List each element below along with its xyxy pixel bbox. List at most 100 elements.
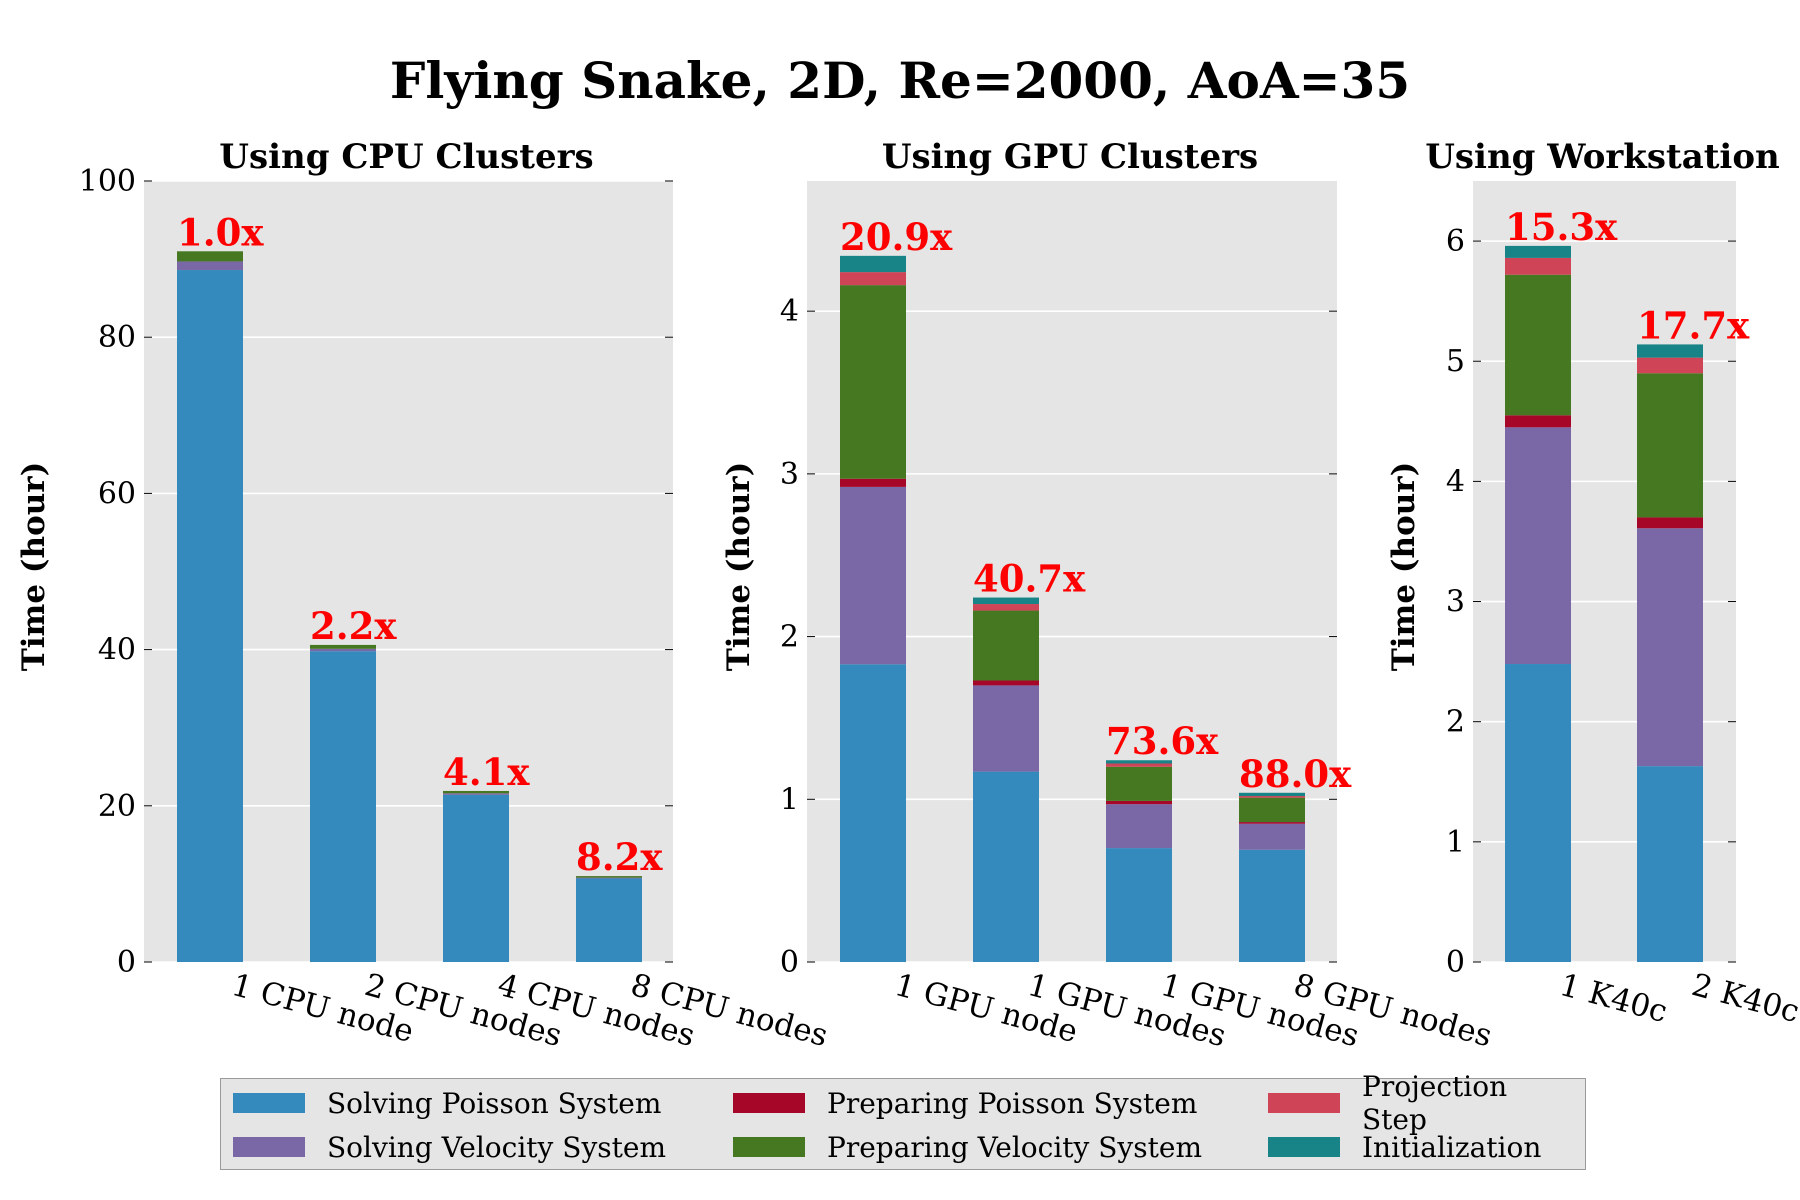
legend-item: Preparing Velocity System xyxy=(733,1125,1268,1169)
bar-segment-solving-poisson-system xyxy=(310,651,376,962)
bar-segment-preparing-velocity-system xyxy=(576,876,642,878)
legend-item: Projection Step xyxy=(1268,1070,1568,1136)
speedup-label: 20.9x xyxy=(840,215,953,259)
speedup-label: 4.1x xyxy=(443,750,530,794)
bar-segment-solving-velocity-system xyxy=(1637,528,1703,767)
bar-segment-projection-step xyxy=(1106,763,1172,767)
bar-segment-initialization xyxy=(973,597,1039,605)
panel-title: Using Workstation xyxy=(1425,137,1780,177)
legend-label: Preparing Poisson System xyxy=(827,1086,1198,1120)
panel-gpu-clusters: 0 1 2 3 4 Using GPU Clusters Time (hour) 20.9x 1… xyxy=(721,137,1496,1054)
y-tick-label: 40 xyxy=(98,633,136,668)
bar-segment-preparing-poisson-system xyxy=(1637,517,1703,529)
bar-segment-preparing-poisson-system xyxy=(973,680,1039,686)
bar-segment-solving-velocity-system xyxy=(576,877,642,879)
bar-segment-initialization xyxy=(1637,344,1703,358)
bar-segment-solving-velocity-system xyxy=(1505,427,1571,665)
bar-segment-solving-velocity-system xyxy=(973,685,1039,772)
y-tick-label: 4 xyxy=(1446,464,1465,499)
bar-segment-solving-poisson-system xyxy=(1106,848,1172,962)
bar-segment-projection-step xyxy=(1239,796,1305,798)
y-tick-label: 5 xyxy=(1446,344,1465,379)
bar-segment-preparing-poisson-system xyxy=(1239,822,1305,824)
y-tick-label: 1 xyxy=(780,782,799,817)
bar-segment-projection-step xyxy=(973,604,1039,611)
bar-segment-solving-velocity-system xyxy=(840,486,906,665)
bar-segment-solving-poisson-system xyxy=(443,794,509,962)
bar-segment-solving-velocity-system xyxy=(443,793,509,795)
y-tick-label: 0 xyxy=(1446,945,1465,980)
bar-segment-preparing-velocity-system xyxy=(1637,373,1703,518)
bar-segment-solving-poisson-system xyxy=(1239,849,1305,962)
bar-segment-projection-step xyxy=(1637,357,1703,374)
speedup-label: 2.2x xyxy=(310,604,397,648)
legend-swatch xyxy=(1268,1137,1340,1157)
bar-segment-preparing-velocity-system xyxy=(177,251,243,262)
legend-label: Solving Poisson System xyxy=(327,1086,662,1120)
panel-title: Using GPU Clusters xyxy=(882,137,1258,177)
bar-segment-projection-step xyxy=(840,272,906,286)
legend-item: Solving Velocity System xyxy=(233,1125,733,1169)
bar-segment-solving-velocity-system xyxy=(1106,804,1172,849)
legend-label: Projection Step xyxy=(1362,1070,1508,1136)
legend: Solving Poisson System Preparing Poisson… xyxy=(220,1070,1586,1170)
y-axis-label: Time (hour) xyxy=(721,462,757,672)
y-tick-label: 3 xyxy=(1446,585,1465,620)
y-tick-label: 2 xyxy=(780,620,799,655)
bar-segment-solving-velocity-system xyxy=(1239,823,1305,850)
bar-segment-solving-poisson-system xyxy=(1505,664,1571,962)
y-tick-label: 80 xyxy=(98,320,136,355)
y-tick-label: 4 xyxy=(780,294,799,329)
bar-segment-solving-velocity-system xyxy=(310,648,376,652)
bar-segment-preparing-velocity-system xyxy=(1239,797,1305,823)
y-tick-label: 6 xyxy=(1446,224,1465,259)
y-tick-label: 3 xyxy=(780,457,799,492)
panel-title: Using CPU Clusters xyxy=(219,137,593,177)
speedup-label: 40.7x xyxy=(973,557,1086,601)
bar-segment-initialization xyxy=(1106,760,1172,764)
speedup-label: 8.2x xyxy=(576,835,663,879)
y-axis-label: Time (hour) xyxy=(1386,462,1422,672)
bar-segment-solving-poisson-system xyxy=(576,878,642,962)
figure-title: Flying Snake, 2D, Re=2000, AoA=35 xyxy=(390,51,1410,110)
y-tick-label: 0 xyxy=(117,945,136,980)
x-tick-label: 1 K40c xyxy=(1556,967,1671,1030)
bar-segment-preparing-velocity-system xyxy=(1505,274,1571,416)
bar-segment-solving-poisson-system xyxy=(973,771,1039,962)
bar-segment-solving-poisson-system xyxy=(840,664,906,962)
bar-segment-preparing-velocity-system xyxy=(310,644,376,649)
y-tick-label: 0 xyxy=(780,945,799,980)
bar-segment-projection-step xyxy=(1505,257,1571,275)
bar-segment-preparing-velocity-system xyxy=(840,285,906,479)
x-tick-label: 2 K40c xyxy=(1688,967,1800,1030)
legend-item: Preparing Poisson System xyxy=(733,1081,1268,1125)
y-axis-label: Time (hour) xyxy=(16,462,52,672)
legend-label: Preparing Velocity System xyxy=(827,1130,1202,1164)
bar-segment-initialization xyxy=(1239,792,1305,797)
y-tick-label: 100 xyxy=(79,164,136,199)
speedup-label: 1.0x xyxy=(177,210,264,254)
legend-item: Solving Poisson System xyxy=(233,1081,733,1125)
bar-segment-preparing-velocity-system xyxy=(973,610,1039,681)
legend-swatch xyxy=(233,1093,305,1113)
legend-swatch xyxy=(733,1137,805,1157)
legend-swatch xyxy=(733,1093,805,1113)
legend-swatch xyxy=(233,1137,305,1157)
speedup-label: 15.3x xyxy=(1505,205,1618,249)
speedup-label: 17.7x xyxy=(1637,303,1750,347)
bar-segment-preparing-poisson-system xyxy=(1106,800,1172,805)
legend-swatch xyxy=(1268,1093,1340,1113)
legend-item: Initialization xyxy=(1268,1125,1568,1169)
speedup-label: 73.6x xyxy=(1106,719,1219,763)
bar-segment-solving-poisson-system xyxy=(177,270,243,962)
y-tick-label: 1 xyxy=(1446,825,1465,860)
bar-segment-solving-poisson-system xyxy=(1637,766,1703,962)
y-tick-label: 60 xyxy=(98,476,136,511)
bar-segment-preparing-poisson-system xyxy=(840,478,906,487)
bar-segment-preparing-velocity-system xyxy=(1106,766,1172,801)
speedup-label: 88.0x xyxy=(1239,752,1352,796)
legend-label: Initialization xyxy=(1362,1130,1542,1164)
y-tick-label: 20 xyxy=(98,789,136,824)
bar-segment-initialization xyxy=(1505,245,1571,258)
